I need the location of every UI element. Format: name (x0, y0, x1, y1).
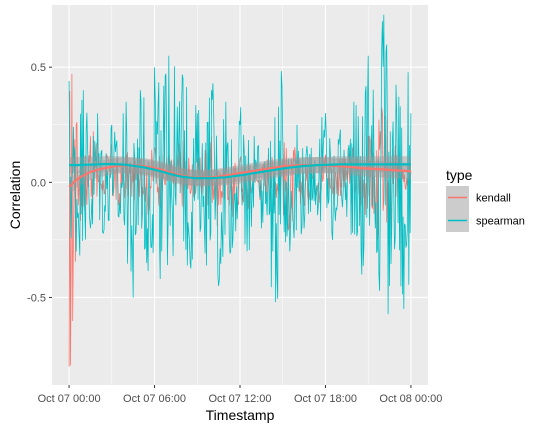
x-axis-title: Timestamp (206, 407, 275, 423)
x-tick-label: Oct 07 06:00 (123, 393, 186, 405)
smooth-line-spearman (69, 163, 411, 180)
confidence-band-spearman (69, 156, 411, 187)
legend-label-spearman: spearman (476, 216, 525, 228)
y-tick-label: -0.5 (27, 292, 46, 304)
raw-series-lines (68, 14, 412, 367)
y-axis: -0.5 0.0 0.5 (27, 62, 52, 304)
y-axis-title: Correlation (7, 161, 23, 229)
x-tick-label: Oct 07 00:00 (38, 393, 101, 405)
y-tick-label: 0.0 (31, 177, 46, 189)
y-tick-label: 0.5 (31, 62, 46, 74)
legend-keys: kendall spearman (446, 186, 525, 232)
x-tick-label: Oct 08 00:00 (379, 393, 442, 405)
smooth-series-lines (68, 163, 411, 188)
legend-title: type (446, 167, 473, 183)
x-tick-label: Oct 07 18:00 (294, 393, 357, 405)
legend-label-kendall: kendall (476, 193, 511, 205)
x-tick-label: Oct 07 12:00 (209, 393, 272, 405)
series-line-spearman (68, 14, 412, 315)
x-axis: Oct 07 00:00 Oct 07 06:00 Oct 07 12:00 Oct … (38, 385, 442, 405)
legend: type kendall spearman (446, 167, 525, 232)
